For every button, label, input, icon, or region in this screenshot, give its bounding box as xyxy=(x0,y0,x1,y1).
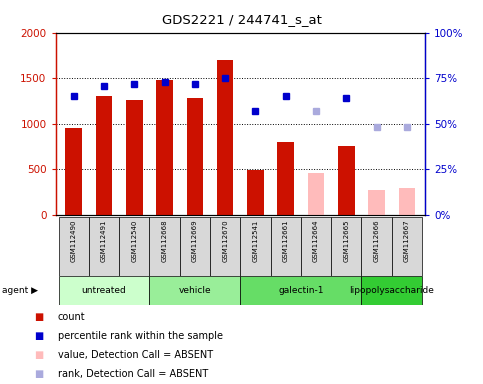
Text: GSM112491: GSM112491 xyxy=(101,219,107,262)
Text: GSM112490: GSM112490 xyxy=(71,219,77,262)
Bar xyxy=(65,128,82,215)
Bar xyxy=(186,98,203,215)
Bar xyxy=(361,217,392,276)
Bar xyxy=(331,217,361,276)
Text: GSM112540: GSM112540 xyxy=(131,219,137,262)
Text: GSM112670: GSM112670 xyxy=(222,219,228,262)
Text: untreated: untreated xyxy=(82,286,127,295)
Bar xyxy=(277,142,294,215)
Text: value, Detection Call = ABSENT: value, Detection Call = ABSENT xyxy=(58,350,213,360)
Text: ■: ■ xyxy=(34,350,43,360)
Text: GSM112669: GSM112669 xyxy=(192,219,198,262)
Bar xyxy=(180,217,210,276)
Text: GSM112668: GSM112668 xyxy=(162,219,168,262)
Text: vehicle: vehicle xyxy=(179,286,211,295)
Text: rank, Detection Call = ABSENT: rank, Detection Call = ABSENT xyxy=(58,369,208,379)
Text: GSM112661: GSM112661 xyxy=(283,219,289,262)
Text: lipopolysaccharide: lipopolysaccharide xyxy=(349,286,434,295)
Bar xyxy=(270,217,301,276)
Bar xyxy=(392,217,422,276)
Bar xyxy=(58,276,149,305)
Bar xyxy=(149,217,180,276)
Bar xyxy=(338,146,355,215)
Bar xyxy=(398,188,415,215)
Bar xyxy=(156,80,173,215)
Text: GSM112666: GSM112666 xyxy=(373,219,380,262)
Text: GSM112665: GSM112665 xyxy=(343,219,349,262)
Text: GDS2221 / 244741_s_at: GDS2221 / 244741_s_at xyxy=(161,13,322,26)
Text: ■: ■ xyxy=(34,331,43,341)
Text: ■: ■ xyxy=(34,312,43,322)
Bar xyxy=(241,217,270,276)
Bar xyxy=(119,217,149,276)
Bar xyxy=(241,276,361,305)
Bar xyxy=(308,173,325,215)
Bar xyxy=(149,276,241,305)
Text: GSM112667: GSM112667 xyxy=(404,219,410,262)
Bar xyxy=(126,100,142,215)
Text: galectin-1: galectin-1 xyxy=(278,286,324,295)
Bar xyxy=(210,217,241,276)
Text: GSM112664: GSM112664 xyxy=(313,219,319,262)
Bar xyxy=(247,170,264,215)
Text: ■: ■ xyxy=(34,369,43,379)
Text: count: count xyxy=(58,312,85,322)
Text: agent ▶: agent ▶ xyxy=(2,286,39,295)
Bar xyxy=(58,217,89,276)
Bar xyxy=(89,217,119,276)
Bar xyxy=(301,217,331,276)
Text: GSM112541: GSM112541 xyxy=(253,219,258,262)
Bar xyxy=(361,276,422,305)
Bar xyxy=(96,96,113,215)
Text: percentile rank within the sample: percentile rank within the sample xyxy=(58,331,223,341)
Bar xyxy=(217,60,233,215)
Bar xyxy=(368,190,385,215)
